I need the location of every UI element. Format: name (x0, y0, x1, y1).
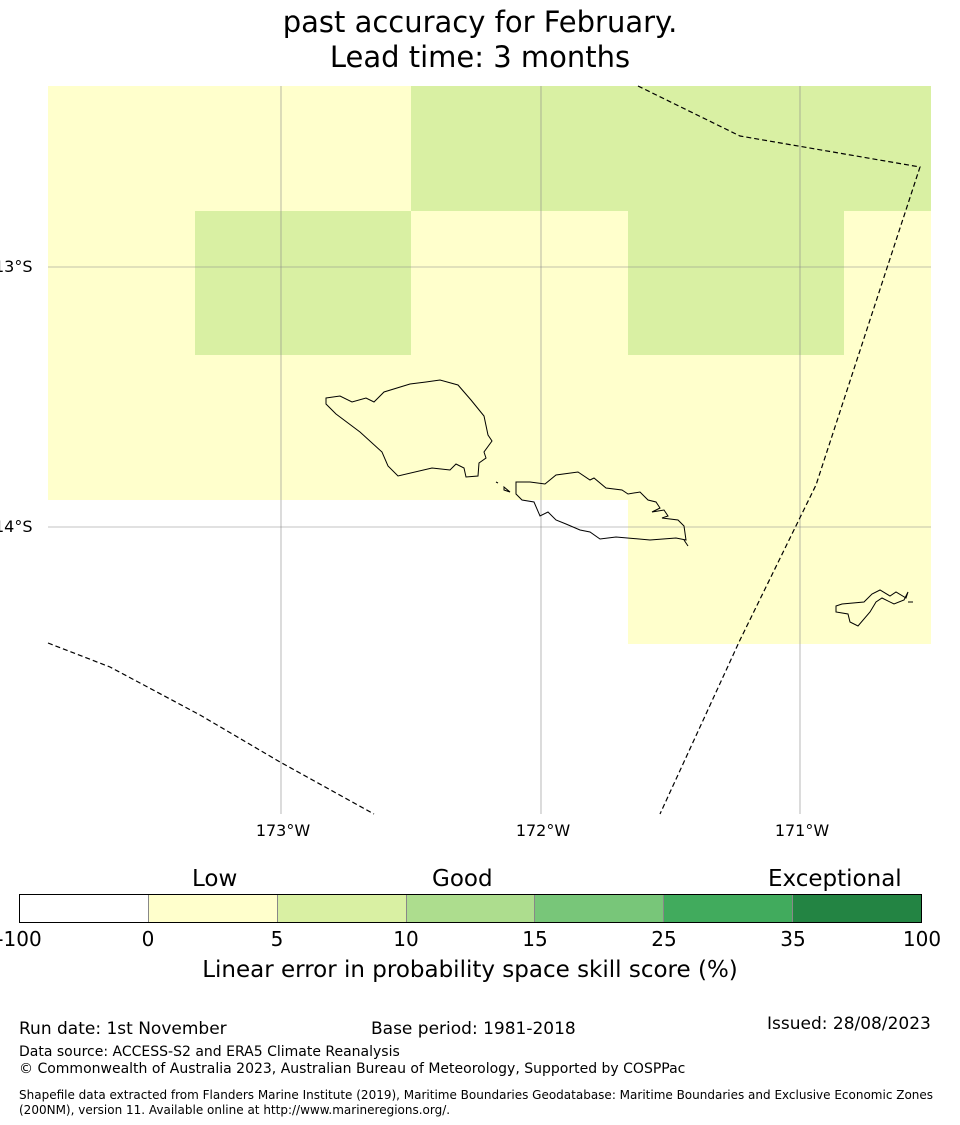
colorbar-segment (20, 895, 149, 922)
savaii-island (325, 379, 493, 478)
issued-date: Issued: 28/08/2023 (767, 1014, 931, 1034)
shapefile-credit: Shapefile data extracted from Flanders M… (19, 1088, 934, 1117)
manono-island (503, 485, 511, 493)
colorbar-tick: -100 (0, 927, 42, 951)
colorbar-segment (406, 895, 536, 922)
colorbar-segment (535, 895, 665, 922)
tutuila-island (835, 589, 909, 627)
colorbar-tick: 5 (270, 927, 284, 951)
base-period: Base period: 1981-2018 (371, 1019, 576, 1039)
map-title-line-3: Lead time: 3 months (329, 40, 631, 74)
colorbar-tick: 15 (522, 927, 548, 951)
cell-good (411, 86, 931, 211)
cell-good (195, 211, 411, 355)
longitude-label: 173°W (255, 821, 311, 840)
longitude-label: 171°W (774, 821, 830, 840)
colorbar-category-low: Low (192, 866, 238, 892)
colorbar (19, 894, 922, 923)
colorbar-tick: 0 (141, 927, 155, 951)
eez-boundaries (47, 85, 921, 815)
longitude-label: 172°W (515, 821, 571, 840)
skill-grid-cells (48, 86, 931, 644)
map-title-line-2: past accuracy for February. (282, 5, 678, 39)
apolima-island (495, 481, 499, 484)
run-date: Run date: 1st November (19, 1019, 227, 1039)
skill-map (47, 85, 931, 815)
colorbar-category-exceptional: Exceptional (768, 866, 902, 892)
colorbar-segment (793, 895, 922, 922)
gridlines (48, 86, 931, 814)
data-source: Data source: ACCESS-S2 and ERA5 Climate … (19, 1044, 400, 1060)
colorbar-segment (277, 895, 407, 922)
cell-good (628, 211, 844, 355)
colorbar-segment (664, 895, 794, 922)
colorbar-tick: 35 (780, 927, 806, 951)
latitude-label: 13°S (0, 257, 33, 276)
colorbar-title: Linear error in probability space skill … (202, 957, 738, 983)
colorbar-segment (148, 895, 278, 922)
colorbar-category-good: Good (432, 866, 493, 892)
latitude-label: 14°S (0, 517, 33, 536)
colorbar-tick: 10 (393, 927, 419, 951)
colorbar-tick: 100 (902, 927, 942, 951)
eez-end-stroke (683, 539, 689, 547)
copyright: © Commonwealth of Australia 2023, Austra… (19, 1061, 686, 1077)
cell-low (628, 500, 931, 644)
upolu-island (515, 471, 687, 541)
colorbar-tick: 25 (651, 927, 677, 951)
islands (325, 379, 913, 627)
